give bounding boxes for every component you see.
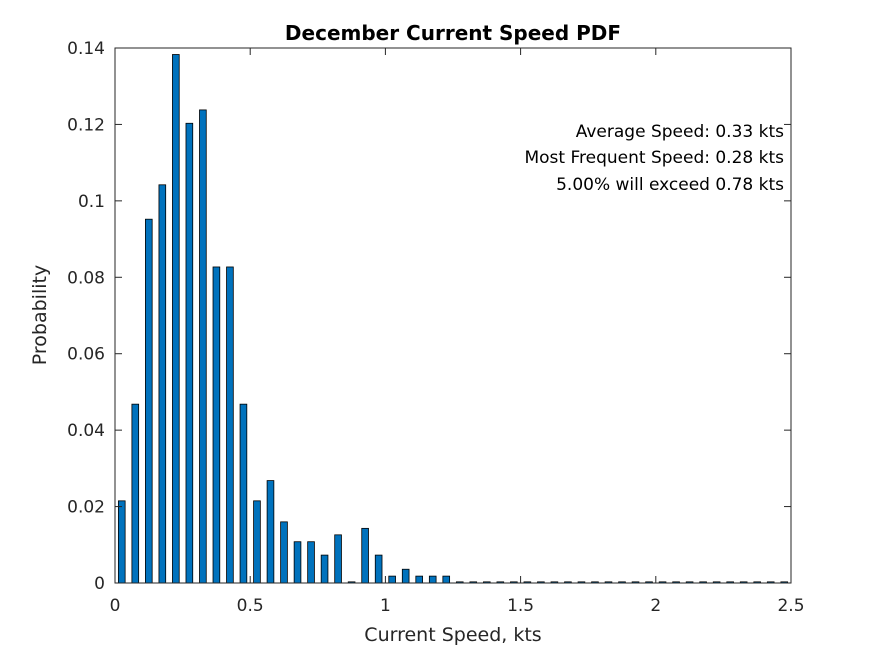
y-tick-label: 0.12 xyxy=(67,115,105,135)
annotation-average-speed: Average Speed: 0.33 kts xyxy=(576,122,784,142)
bar xyxy=(253,500,261,584)
chart-title: December Current Speed PDF xyxy=(285,21,621,45)
bar xyxy=(334,534,342,584)
bar xyxy=(266,480,275,584)
bar xyxy=(401,568,410,584)
y-axis-ticks: 0 0.02 0.04 0.06 0.08 0.1 0.12 0.14 xyxy=(67,39,791,594)
y-tick-label: 0 xyxy=(94,574,105,594)
bar xyxy=(280,521,288,584)
bar xyxy=(388,575,396,584)
x-tick-label: 2 xyxy=(650,596,661,616)
y-tick-label: 0.08 xyxy=(67,268,105,288)
x-axis-ticks: 0 0.5 1 1.5 2 2.5 xyxy=(110,48,805,616)
y-tick-label: 0.02 xyxy=(67,498,105,518)
bar xyxy=(361,527,369,584)
bar xyxy=(131,403,140,584)
y-tick-label: 0.06 xyxy=(67,345,105,365)
bar xyxy=(172,54,180,584)
y-tick-label: 0.14 xyxy=(67,39,105,59)
bar xyxy=(117,500,126,584)
bar xyxy=(428,575,437,584)
bar-series xyxy=(117,54,789,584)
bar xyxy=(374,554,383,584)
plot-area-frame xyxy=(114,47,792,584)
x-tick-label: 1 xyxy=(380,596,391,616)
annotation-most-frequent-speed: Most Frequent Speed: 0.28 kts xyxy=(524,148,784,168)
y-axis-label: Probability xyxy=(29,265,51,365)
y-tick-label: 0.1 xyxy=(78,192,105,212)
bar xyxy=(158,184,167,584)
annotation-exceedance: 5.00% will exceed 0.78 kts xyxy=(556,175,784,195)
x-tick-label: 0 xyxy=(110,596,121,616)
x-tick-label: 1.5 xyxy=(507,596,534,616)
bar xyxy=(415,575,423,584)
bar xyxy=(293,541,302,584)
bar xyxy=(226,266,234,584)
bar xyxy=(307,541,315,584)
bar xyxy=(212,266,221,584)
x-tick-label: 2.5 xyxy=(777,596,804,616)
bar xyxy=(145,218,153,584)
x-tick-label: 0.5 xyxy=(237,596,264,616)
bar xyxy=(239,403,248,584)
bar xyxy=(442,575,451,584)
bar xyxy=(185,122,194,584)
x-axis-label: Current Speed, kts xyxy=(364,624,541,646)
y-tick-label: 0.04 xyxy=(67,421,105,441)
bar xyxy=(320,554,329,584)
bar xyxy=(199,109,207,584)
